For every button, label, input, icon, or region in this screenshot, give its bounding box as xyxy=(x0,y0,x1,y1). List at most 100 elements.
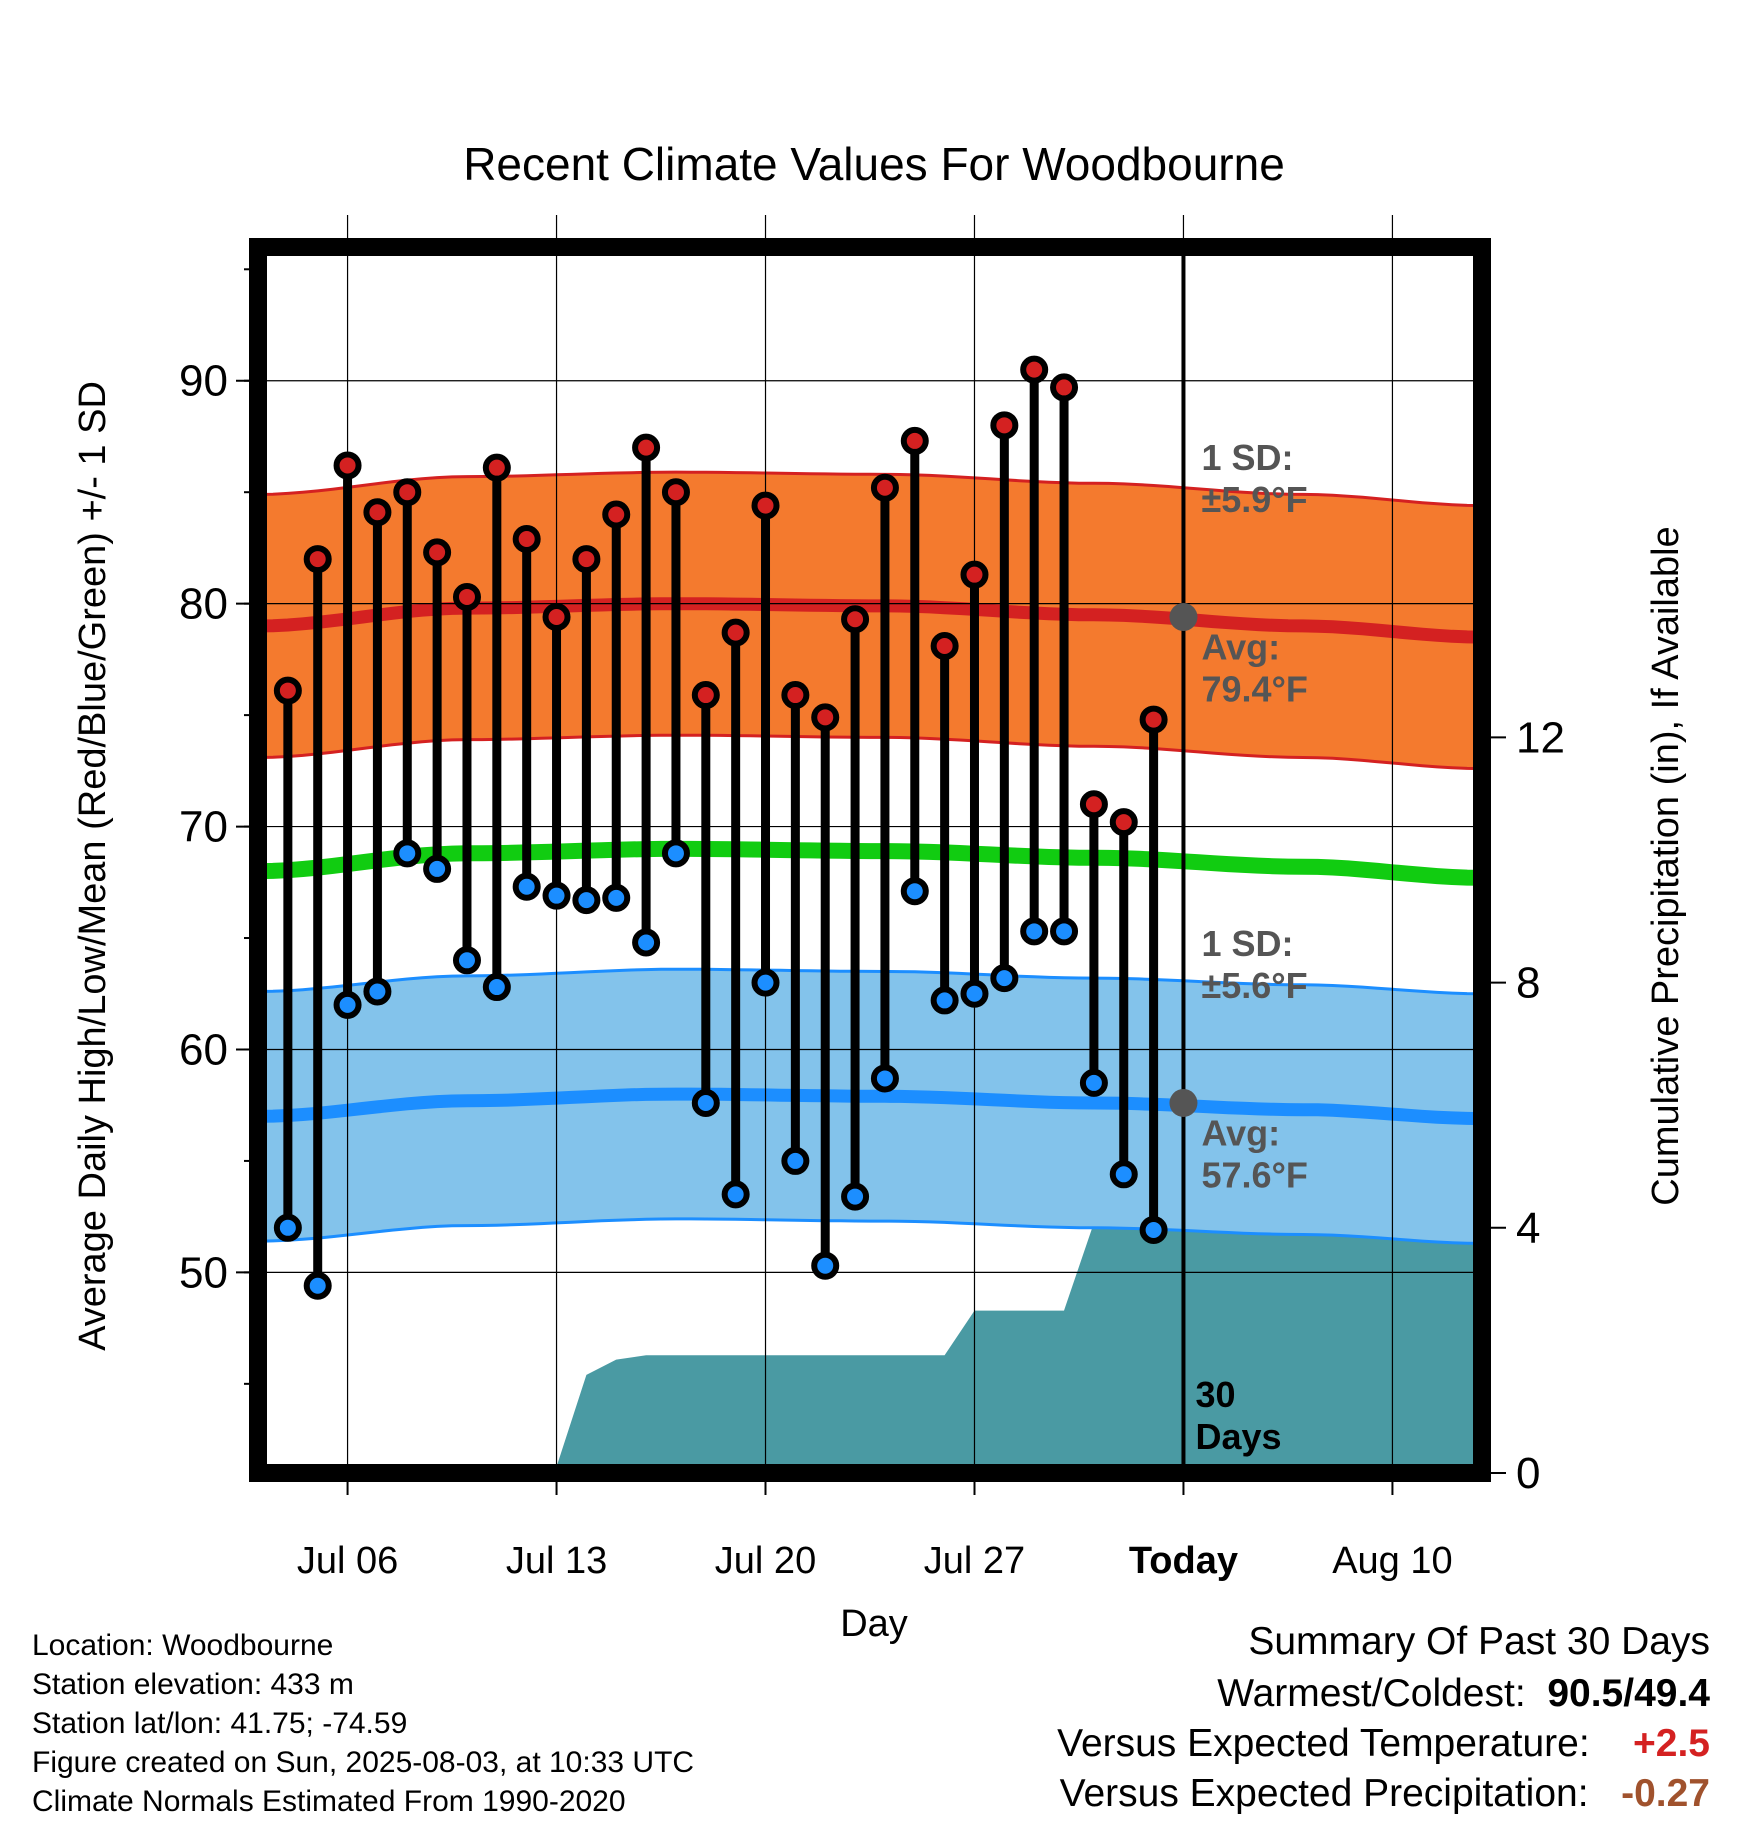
daily-low-point xyxy=(930,986,959,1015)
y2-tick-label: 0 xyxy=(1516,1449,1540,1498)
x-tick-label: Aug 10 xyxy=(1332,1540,1452,1582)
daily-low-point xyxy=(691,1088,720,1117)
precipitation-area xyxy=(258,1218,1482,1473)
daily-low-point xyxy=(900,877,929,906)
daily-high-point xyxy=(1079,790,1108,819)
low-avg-label: Avg: xyxy=(1201,1112,1280,1153)
daily-high-point xyxy=(960,560,989,589)
daily-low-point xyxy=(482,973,511,1002)
x-tick-label: Jul 20 xyxy=(715,1540,816,1582)
high-sd-label: 1 SD: xyxy=(1201,437,1293,478)
warmest-value: 90.5 xyxy=(1547,1672,1624,1715)
daily-high-point xyxy=(930,632,959,661)
station-location: Location: Woodbourne xyxy=(32,1629,334,1662)
mean-normal-line xyxy=(257,840,1483,886)
daily-high-point xyxy=(721,618,750,647)
daily-high-point xyxy=(870,473,899,502)
low-avg-dot xyxy=(1169,1088,1198,1117)
precip-departure-label: Versus Expected Precipitation: xyxy=(1059,1772,1589,1815)
daily-high-point xyxy=(542,603,571,632)
precip-departure-value: -0.27 xyxy=(1621,1772,1710,1815)
daily-high-point xyxy=(273,676,302,705)
daily-low-point xyxy=(1050,917,1079,946)
warmest-coldest-label: Warmest/Coldest: xyxy=(1217,1672,1526,1715)
daily-high-point xyxy=(751,491,780,520)
y2-tick-label: 8 xyxy=(1516,959,1540,1008)
low-lower-edge xyxy=(257,1217,1483,1245)
low-mean-line xyxy=(257,1087,1483,1126)
daily-high-point xyxy=(661,478,690,507)
x-tick-label: Jul 27 xyxy=(924,1540,1025,1582)
daily-high-point xyxy=(452,582,481,611)
daily-low-point xyxy=(811,1251,840,1280)
normal-bands xyxy=(257,470,1483,1245)
today-label-count: 30 xyxy=(1195,1374,1235,1415)
daily-high-point xyxy=(303,545,332,574)
figure-created: Figure created on Sun, 2025-08-03, at 10… xyxy=(32,1746,695,1779)
daily-low-point xyxy=(870,1064,899,1093)
high-upper-edge xyxy=(257,470,1483,508)
daily-low-point xyxy=(602,883,631,912)
daily-low-point xyxy=(960,979,989,1008)
daily-high-point xyxy=(841,605,870,634)
daily-low-point xyxy=(273,1213,302,1242)
station-latlon: Station lat/lon: 41.75; -74.59 xyxy=(32,1707,408,1740)
daily-low-point xyxy=(452,946,481,975)
high-sd-value: ±5.9°F xyxy=(1201,479,1307,520)
y-tick-label: 80 xyxy=(179,580,228,629)
daily-low-point xyxy=(423,854,452,883)
daily-high-point xyxy=(691,681,720,710)
axes: 50 60 70 80 90 0 4 8 12 Jul 06 Jul 13 Jul 20 Jul 27 T… xyxy=(179,268,1565,1582)
summary-precip-departure: Versus Expected Precipitation: -0.27 xyxy=(1060,1772,1710,1816)
daily-low-point xyxy=(363,977,392,1006)
daily-low-point xyxy=(721,1180,750,1209)
daily-low-point xyxy=(1139,1216,1168,1245)
daily-high-point xyxy=(423,538,452,567)
high-avg-label: Avg: xyxy=(1201,626,1280,667)
low-band xyxy=(258,969,1482,1244)
plot-border xyxy=(249,238,1491,1482)
daily-low-point xyxy=(1109,1160,1138,1189)
low-sd-value: ±5.6°F xyxy=(1201,965,1307,1006)
daily-high-point xyxy=(1020,355,1049,384)
daily-high-point xyxy=(1109,808,1138,837)
daily-low-point xyxy=(333,990,362,1019)
daily-high-point xyxy=(363,498,392,527)
daily-high-point xyxy=(1139,705,1168,734)
y-tick-label: 70 xyxy=(179,803,228,852)
daily-low-point xyxy=(393,839,422,868)
summary-warmest-coldest: Warmest/Coldest: 90.5/49.4 xyxy=(1217,1672,1710,1716)
daily-high-point xyxy=(333,451,362,480)
y-tick-label: 90 xyxy=(179,357,228,406)
daily-low-point xyxy=(1020,917,1049,946)
y2-tick-label: 12 xyxy=(1516,713,1565,762)
daily-low-point xyxy=(781,1146,810,1175)
daily-low-point xyxy=(661,839,690,868)
daily-low-point xyxy=(572,886,601,915)
daily-high-point xyxy=(632,433,661,462)
summary-title: Summary Of Past 30 Days xyxy=(1248,1620,1710,1663)
station-elevation: Station elevation: 433 m xyxy=(32,1668,354,1701)
daily-high-point xyxy=(900,426,929,455)
daily-high-point xyxy=(512,525,541,554)
x-axis-label: Day xyxy=(840,1603,908,1645)
daily-low-point xyxy=(751,968,780,997)
x-tick-label: Today xyxy=(1129,1540,1238,1582)
daily-high-point xyxy=(1050,373,1079,402)
y2-axis-label: Cumulative Precipitation (in), If Availa… xyxy=(1645,526,1687,1205)
y-tick-label: 50 xyxy=(179,1248,228,1297)
daily-low-point xyxy=(632,928,661,957)
daily-high-point xyxy=(572,545,601,574)
daily-high-point xyxy=(990,411,1019,440)
daily-high-point xyxy=(781,681,810,710)
high-lower-edge xyxy=(257,733,1483,771)
daily-high-point xyxy=(482,453,511,482)
daily-low-point xyxy=(990,964,1019,993)
daily-low-point xyxy=(512,872,541,901)
daily-high-point xyxy=(811,703,840,732)
normals-period: Climate Normals Estimated From 1990-2020 xyxy=(32,1785,626,1818)
daily-low-point xyxy=(1079,1068,1108,1097)
